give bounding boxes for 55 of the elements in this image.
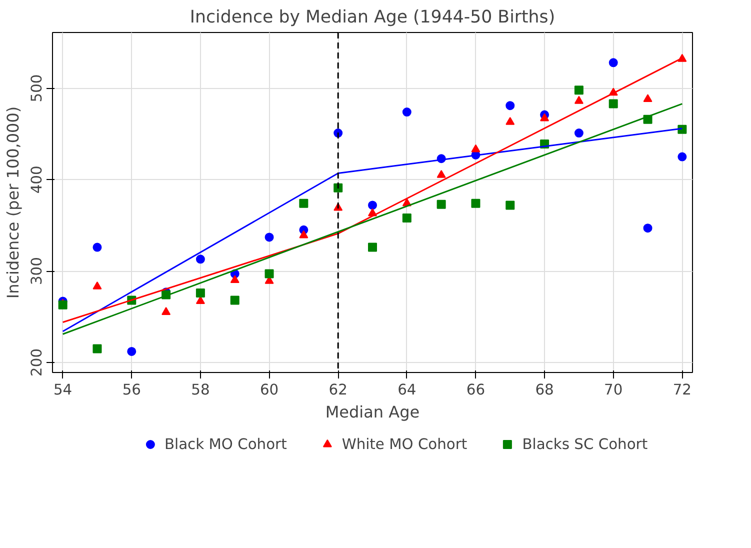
point [196,254,205,264]
point [92,281,102,290]
point [574,96,584,104]
legend-label: Blacks SC Cohort [522,436,648,452]
x-tick-label: 60 [260,382,279,398]
point [368,200,377,210]
point [230,275,240,283]
point [162,307,171,315]
point [574,86,584,95]
point [506,101,515,110]
point [299,230,308,238]
legend-label: White MO Cohort [342,436,468,452]
point [127,346,136,356]
point [540,113,550,122]
point [471,198,480,208]
y-axis-title: Incidence (per 100,000) [4,106,22,299]
point [471,144,480,152]
x-tick-label: 58 [191,382,210,398]
point [506,200,515,210]
point [264,269,274,278]
x-tick-label: 54 [54,382,72,398]
point [402,214,412,223]
x-tick-label: 72 [672,382,692,398]
point [264,232,274,242]
point [230,296,240,305]
point [368,242,377,252]
point [506,116,515,125]
x-tick-label: 66 [466,382,486,398]
point [436,170,446,178]
point [678,152,687,162]
x-tick-label: 68 [535,382,554,398]
x-tick-label: 70 [604,382,623,398]
x-tick-label: 56 [122,382,141,398]
point [608,99,618,108]
point [58,300,68,310]
point [436,200,446,209]
point [92,242,102,252]
y-tick-label: 300 [28,257,46,286]
point [643,94,652,102]
y-tick-label: 400 [28,166,46,194]
point [678,124,687,134]
chart-title: Incidence by Median Age (1944-50 Births) [190,8,556,28]
point [608,58,618,68]
x-tick-label: 62 [328,382,348,398]
point [574,128,584,138]
point [402,108,412,117]
point [196,288,205,298]
point [299,198,308,208]
x-tick-label: 64 [398,382,416,398]
point [643,224,652,233]
point [92,344,102,354]
y-tick-label: 200 [28,348,46,376]
x-axis-title: Median Age [325,402,420,422]
y-tick-label: 500 [28,74,46,102]
legend-label: Black MO Cohort [164,436,287,452]
